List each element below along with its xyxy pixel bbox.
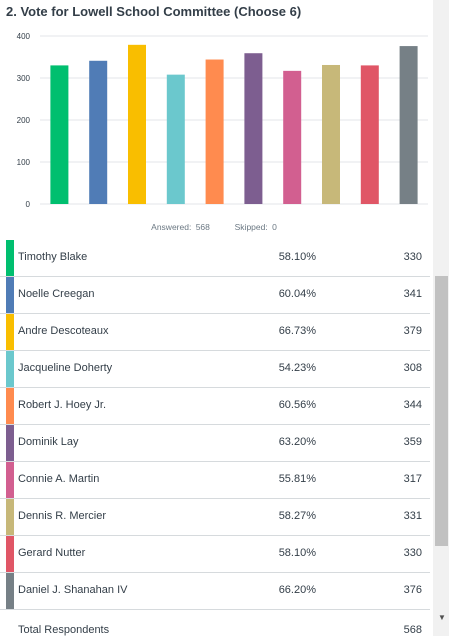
choice-count: 344 [403,399,422,411]
total-value: 568 [403,624,422,636]
table-row: Andre Descoteaux 66.73% 379 [0,314,430,351]
choice-name: Connie A. Martin [18,473,100,485]
choice-name: Dennis R. Mercier [18,510,107,522]
choice-name: Noelle Creegan [18,288,95,300]
choice-count: 317 [403,473,422,485]
choice-percent: 58.27% [278,510,316,522]
color-swatch [6,425,14,461]
table-row: Robert J. Hoey Jr. 60.56% 344 [0,388,430,425]
choice-name: Daniel J. Shanahan IV [18,584,128,596]
y-tick-label: 400 [17,32,31,41]
skipped-label: Skipped: [234,222,268,232]
total-row: Total Respondents 568 [0,610,430,640]
question-title: 2. Vote for Lowell School Committee (Cho… [6,4,302,19]
answered-value: 568 [195,222,210,232]
bar [360,65,379,205]
bar [89,60,108,204]
choice-count: 379 [403,325,422,337]
choice-name: Andre Descoteaux [18,325,109,337]
scrollbar-thumb[interactable] [435,276,448,546]
choice-name: Dominik Lay [18,436,79,448]
color-swatch [6,573,14,609]
color-swatch [6,277,14,313]
answered-label: Answered: [151,222,192,232]
color-swatch [6,314,14,350]
skipped-value: 0 [272,222,277,232]
table-row: Daniel J. Shanahan IV 66.20% 376 [0,573,430,610]
choice-count: 330 [403,251,422,263]
bar [283,70,302,204]
table-row: Gerard Nutter 58.10% 330 [0,536,430,573]
choice-count: 330 [403,547,422,559]
table-row: Dominik Lay 63.20% 359 [0,425,430,462]
choice-percent: 58.10% [278,251,316,263]
choice-count: 341 [403,288,422,300]
bar-chart: 0 100 200 300 400 [17,32,428,209]
choice-percent: 54.23% [278,362,316,374]
bar [50,65,69,205]
choice-count: 331 [403,510,422,522]
response-stats: Answered: 568 Skipped: 0 [0,222,428,232]
bar [399,46,418,204]
color-swatch [6,388,14,424]
results-rows: Timothy Blake 58.10% 330 Noelle Creegan 60.0… [0,240,430,610]
color-swatch [6,536,14,572]
bar [128,44,146,204]
bar [322,64,340,204]
results-table: Timothy Blake 58.10% 330 Noelle Creegan 60.0… [0,240,430,640]
choice-name: Timothy Blake [18,251,88,263]
table-row: Jacqueline Doherty 54.23% 308 [0,351,430,388]
choice-percent: 66.73% [278,325,316,337]
choice-count: 376 [403,584,422,596]
choice-percent: 55.81% [278,473,316,485]
scroll-down-icon[interactable]: ▼ [438,613,446,622]
choice-name: Robert J. Hoey Jr. [18,399,107,411]
y-tick-label: 0 [26,200,31,209]
choice-count: 359 [403,436,422,448]
table-row: Noelle Creegan 60.04% 341 [0,277,430,314]
y-tick-label: 300 [17,74,31,83]
choice-name: Jacqueline Doherty [18,362,113,374]
total-label: Total Respondents [18,624,110,636]
color-swatch [6,499,14,535]
choice-percent: 66.20% [278,584,316,596]
table-row: Dennis R. Mercier 58.27% 331 [0,499,430,536]
table-row: Connie A. Martin 55.81% 317 [0,462,430,499]
choice-percent: 60.56% [278,399,316,411]
y-tick-label: 100 [17,158,31,167]
y-axis-ticks: 0 100 200 300 400 [17,32,31,209]
color-swatch [6,351,14,387]
bar [166,74,185,204]
choice-name: Gerard Nutter [18,547,86,559]
color-swatch [6,240,14,276]
choice-percent: 63.20% [278,436,316,448]
bar [205,59,224,204]
bar [244,53,263,204]
choice-percent: 60.04% [278,288,316,300]
y-tick-label: 200 [17,116,31,125]
color-swatch [6,462,14,498]
chart-bars [50,44,418,205]
table-row: Timothy Blake 58.10% 330 [0,240,430,277]
choice-percent: 58.10% [278,547,316,559]
choice-count: 308 [403,362,422,374]
